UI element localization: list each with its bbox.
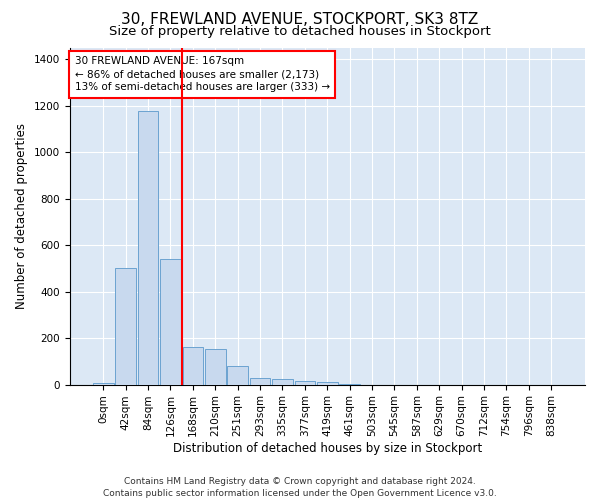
Bar [160,259,181,384]
Text: 30, FREWLAND AVENUE, STOCKPORT, SK3 8TZ: 30, FREWLAND AVENUE, STOCKPORT, SK3 8TZ [121,12,479,28]
Bar [250,378,271,384]
Bar [115,268,136,384]
Bar [227,366,248,384]
Bar [272,379,293,384]
X-axis label: Distribution of detached houses by size in Stockport: Distribution of detached houses by size … [173,442,482,455]
Text: 30 FREWLAND AVENUE: 167sqm
← 86% of detached houses are smaller (2,173)
13% of s: 30 FREWLAND AVENUE: 167sqm ← 86% of deta… [74,56,330,92]
Bar [182,348,203,385]
Bar [295,381,315,384]
Bar [205,348,226,384]
Y-axis label: Number of detached properties: Number of detached properties [15,123,28,309]
Text: Contains HM Land Registry data © Crown copyright and database right 2024.
Contai: Contains HM Land Registry data © Crown c… [103,476,497,498]
Text: Size of property relative to detached houses in Stockport: Size of property relative to detached ho… [109,25,491,38]
Bar [138,112,158,384]
Bar [317,382,338,384]
